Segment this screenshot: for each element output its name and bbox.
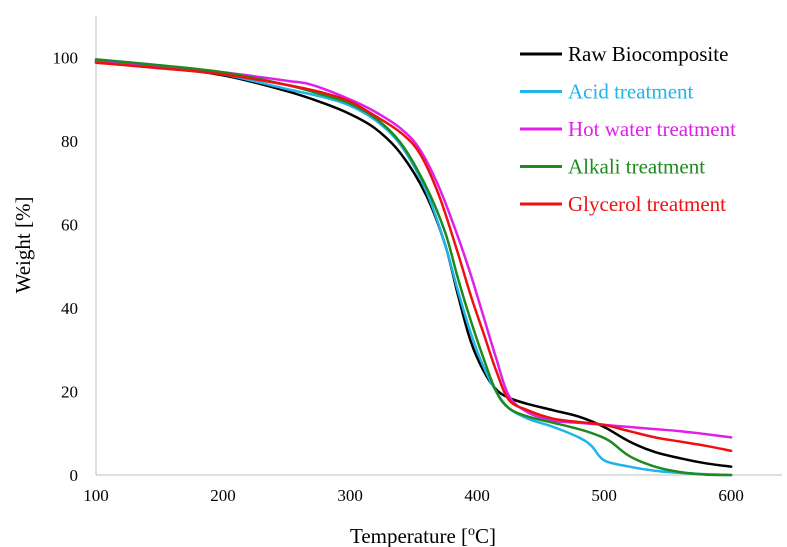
legend-label: Acid treatment <box>568 80 694 104</box>
series-lines <box>94 58 733 477</box>
y-tick-labels: 0 20 40 60 80 100 <box>53 49 79 485</box>
legend-label: Hot water treatment <box>568 117 736 141</box>
x-tick-label: 600 <box>718 486 744 505</box>
y-tick-label: 20 <box>61 383 78 402</box>
x-tick-label: 200 <box>210 486 236 505</box>
y-tick-label: 60 <box>61 216 78 235</box>
legend-label: Raw Biocomposite <box>568 42 728 66</box>
x-tick-label: 300 <box>337 486 363 505</box>
y-tick-label: 0 <box>70 466 79 485</box>
x-tick-label: 500 <box>591 486 617 505</box>
series-line-3 <box>94 58 733 477</box>
x-tick-label: 400 <box>464 486 490 505</box>
series-line-1 <box>94 59 733 477</box>
series-line-4 <box>94 61 733 453</box>
y-tick-label: 80 <box>61 132 78 151</box>
legend-label: Alkali treatment <box>568 155 705 179</box>
x-axis-title-main: Temperature [ <box>350 524 468 547</box>
plot-area: 0 20 40 60 80 100 100 200 300 400 500 600 <box>53 16 782 505</box>
x-axis-title-superscript: o <box>468 524 475 539</box>
legend: Raw Biocomposite Acid treatment Hot water … <box>520 42 736 216</box>
x-axis-title: Temperature [oC] <box>350 524 496 547</box>
legend-label: Glycerol treatment <box>568 192 726 216</box>
series-line-2 <box>94 59 733 439</box>
series-line-0 <box>94 60 733 468</box>
x-tick-label: 100 <box>83 486 109 505</box>
x-axis-title-end: C] <box>475 524 496 547</box>
y-tick-label: 100 <box>53 49 79 68</box>
y-axis-title: Weight [%] <box>11 197 35 294</box>
y-tick-label: 40 <box>61 299 78 318</box>
x-tick-labels: 100 200 300 400 500 600 <box>83 486 744 505</box>
